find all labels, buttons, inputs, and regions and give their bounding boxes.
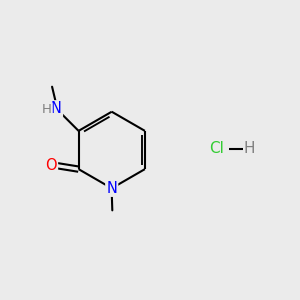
Text: H: H xyxy=(42,103,52,116)
Text: O: O xyxy=(45,158,57,173)
Text: Cl: Cl xyxy=(209,141,224,156)
Text: N: N xyxy=(106,181,117,196)
Text: N: N xyxy=(51,101,62,116)
Text: H: H xyxy=(244,141,255,156)
